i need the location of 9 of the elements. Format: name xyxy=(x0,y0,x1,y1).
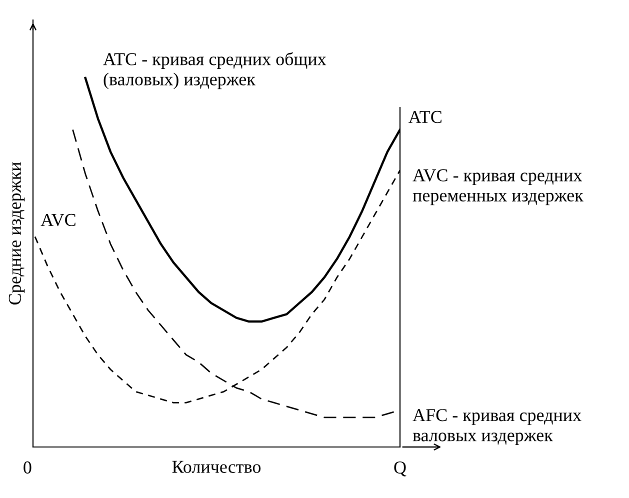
annotation: AVC xyxy=(40,214,76,226)
text: Q xyxy=(394,461,406,476)
series-label: AVC - кривая средних переменных издержек xyxy=(412,169,584,206)
y-axis-title: Средние издержки xyxy=(8,162,25,305)
text: ATC xyxy=(408,110,442,124)
series-label: AFC - кривая средних валовых издержек xyxy=(412,409,582,446)
text: 0 xyxy=(24,461,32,474)
series-label: ATC - кривая средних общих (валовых) издержек xyxy=(103,52,326,90)
x-axis-title: Количество xyxy=(172,460,261,473)
